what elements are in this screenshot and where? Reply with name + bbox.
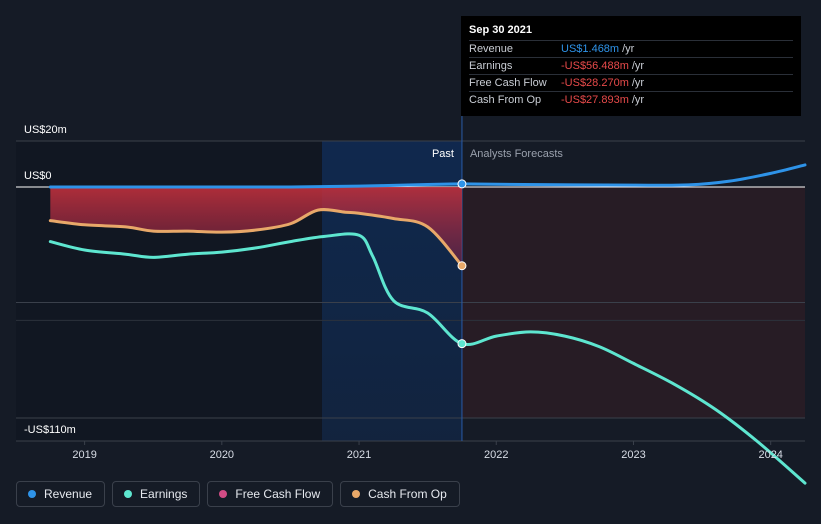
earnings-marker: [457, 339, 467, 349]
x-tick-label: 2021: [347, 449, 371, 461]
legend-item-free-cash-flow[interactable]: Free Cash Flow: [207, 481, 334, 507]
x-tick-label: 2022: [484, 449, 508, 461]
legend-item-revenue[interactable]: Revenue: [16, 481, 106, 507]
tooltip-row-unit: /yr: [631, 77, 645, 89]
free-cash-flow-area: [50, 187, 462, 266]
legend-label: Cash From Op: [368, 487, 447, 501]
tooltip-date: Sep 30 2021: [469, 24, 532, 36]
past-label: Past: [432, 148, 454, 160]
legend: Revenue Earnings Free Cash Flow Cash Fro…: [16, 481, 460, 507]
x-tick-label: 2020: [210, 449, 234, 461]
tooltip-row-value: -US$28.270m: [561, 77, 629, 89]
earnings-line: [48, 232, 807, 485]
x-tick-label: 2024: [758, 449, 782, 461]
cash-from-op-line: [48, 208, 464, 268]
x-tick-label: 2019: [72, 449, 96, 461]
tooltip: Sep 30 2021 Revenue US$1.468m /yr Earnin…: [461, 16, 801, 116]
tooltip-row-cash-from-op: Cash From Op -US$27.893m /yr: [469, 91, 793, 108]
tooltip-row-free-cash-flow: Free Cash Flow -US$28.270m /yr: [469, 74, 793, 91]
cash-from-op-marker: [457, 261, 467, 271]
y-axis-label: US$20m: [24, 124, 67, 136]
tooltip-row-name: Cash From Op: [469, 94, 542, 106]
revenue-dot-icon: [28, 490, 36, 498]
legend-label: Free Cash Flow: [235, 487, 321, 501]
forecast-label: Analysts Forecasts: [470, 148, 563, 160]
tooltip-row-value: US$1.468m: [561, 43, 620, 55]
tooltip-row-earnings: Earnings -US$56.488m /yr: [469, 57, 793, 74]
y-axis-label: -US$110m: [24, 424, 76, 436]
free-cash-flow-dot-icon: [219, 490, 228, 498]
tooltip-row-unit: /yr: [631, 94, 645, 106]
legend-item-earnings[interactable]: Earnings: [112, 481, 201, 507]
tooltip-row-revenue: Revenue US$1.468m /yr: [469, 40, 793, 57]
tooltip-row-value: -US$56.488m: [561, 60, 629, 72]
earnings-dot-icon: [124, 490, 133, 498]
cash-from-op-dot-icon: [352, 490, 361, 498]
legend-label: Earnings: [140, 487, 188, 501]
tooltip-row-name: Revenue: [469, 43, 514, 55]
y-axis-label: US$0: [24, 170, 52, 182]
legend-item-cash-from-op[interactable]: Cash From Op: [340, 481, 460, 507]
tooltip-row-unit: /yr: [631, 60, 645, 72]
tooltip-row-name: Free Cash Flow: [469, 77, 547, 89]
revenue-marker: [457, 179, 467, 189]
tooltip-row-unit: /yr: [622, 43, 635, 55]
x-tick-label: 2023: [621, 449, 645, 461]
tooltip-row-value: -US$27.893m: [561, 94, 629, 106]
tooltip-row-name: Earnings: [469, 60, 513, 72]
revenue-line: [48, 163, 807, 189]
legend-label: Revenue: [44, 487, 93, 501]
